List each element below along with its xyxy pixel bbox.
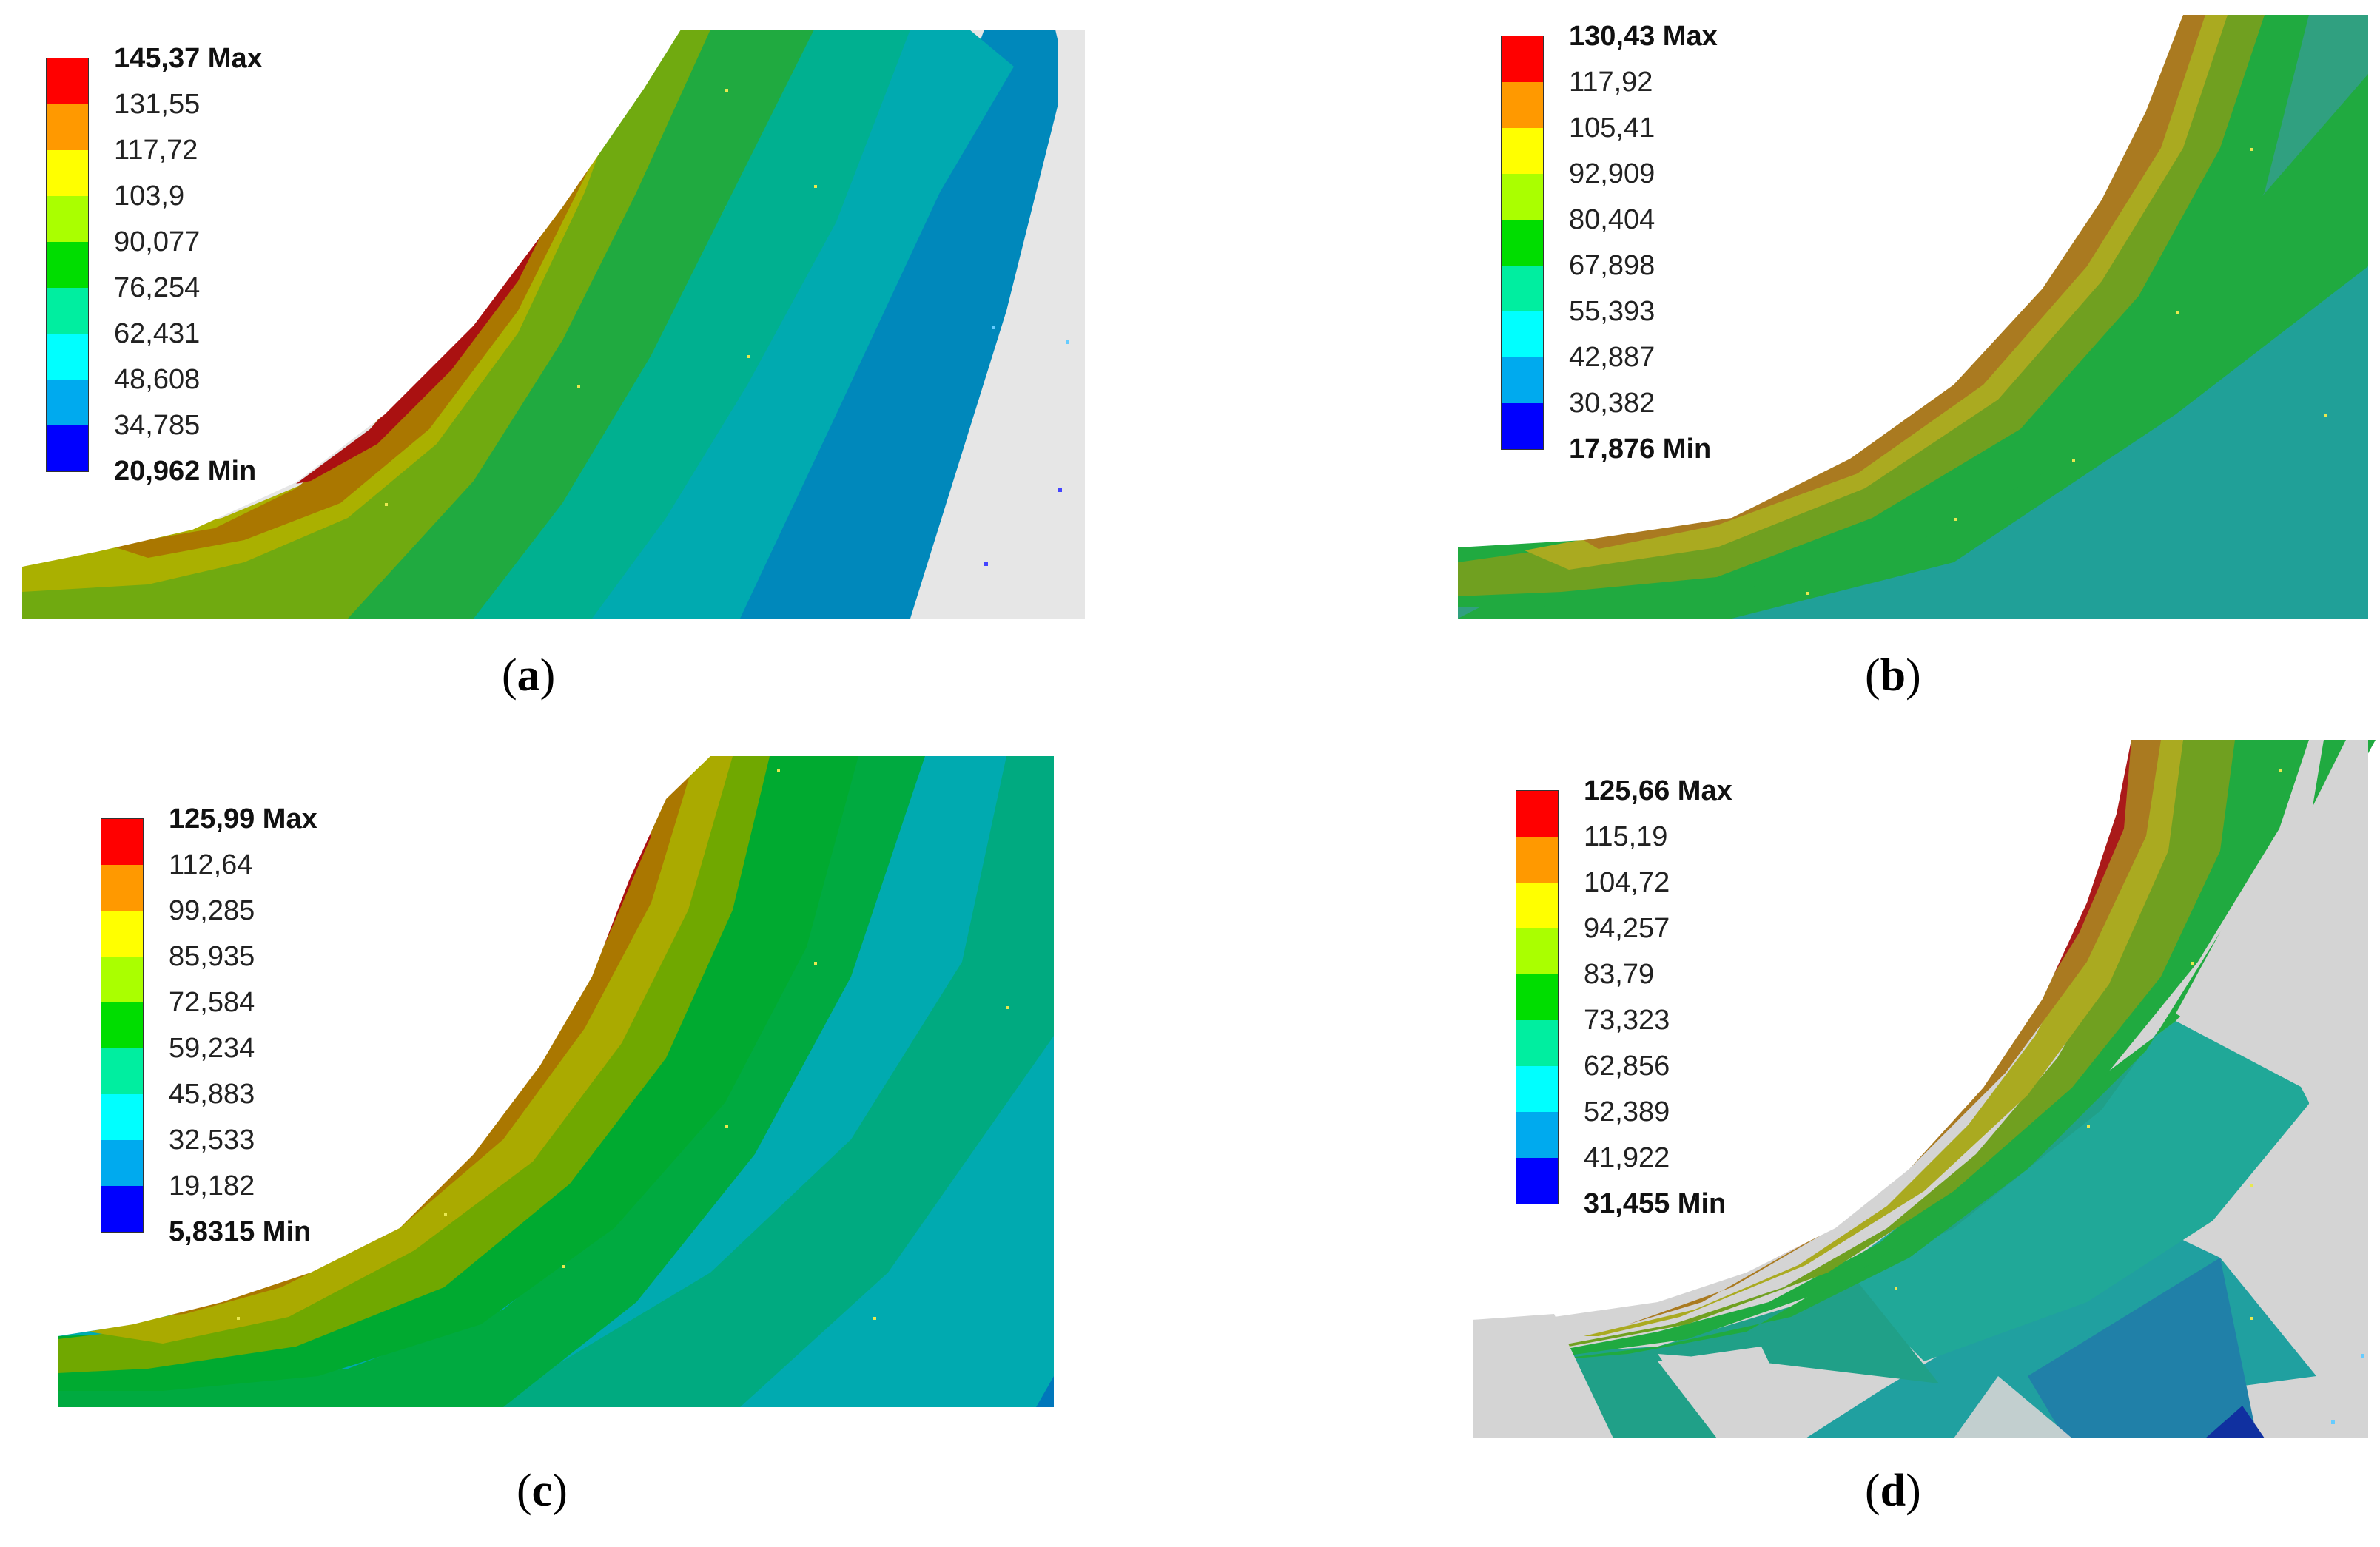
legend-swatch: [1502, 357, 1543, 403]
legend-min-label: 31,455 Min: [1584, 1188, 1727, 1219]
legend-swatch: [1516, 928, 1558, 974]
legend-level-label: 76,254: [114, 272, 201, 303]
legend-level-label: 92,909: [1569, 158, 1655, 189]
panel-d: 125,66 Max 115,19 104,72 94,257 83,79 73,323 6…: [1436, 740, 2380, 1547]
panel-c: 125,99 Max 112,64 99,285 85,935 72,584 59,234…: [0, 740, 1190, 1547]
legend-swatch: [47, 242, 88, 288]
legend-level-label: 48,608: [114, 364, 201, 395]
legend-level-label: 85,935: [169, 941, 255, 972]
panel-a: 145,37 Max 131,55 117,72 103,9 90,077 76,254 6…: [0, 0, 1190, 740]
legend-swatch: [101, 1186, 143, 1232]
legend-level-label: 112,64: [169, 849, 253, 880]
legend-swatch: [47, 380, 88, 425]
legend-swatch: [1516, 791, 1558, 837]
legend-swatch: [1516, 1112, 1558, 1158]
legend-min-label: 20,962 Min: [114, 456, 257, 487]
legend-swatch: [1502, 128, 1543, 174]
legend-level-label: 62,431: [114, 318, 201, 349]
legend-max-label: 125,99 Max: [169, 803, 317, 835]
legend-level-label: 34,785: [114, 410, 201, 441]
legend-min-label: 5,8315 Min: [169, 1216, 312, 1247]
legend-level-label: 32,533: [169, 1125, 255, 1156]
legend-swatch: [101, 1002, 143, 1048]
legend-level-label: 99,285: [169, 895, 255, 926]
legend-swatch: [47, 58, 88, 104]
mesh-nodes-c: [237, 769, 1009, 1320]
legend-level-label: 72,584: [169, 987, 255, 1018]
legend-swatch: [47, 334, 88, 380]
mesh-nodes-b: [1806, 148, 2327, 595]
legend-swatch: [101, 1048, 143, 1094]
legend-swatch: [47, 104, 88, 150]
legend-level-label: 62,856: [1584, 1051, 1670, 1082]
legend-max-label: 130,43 Max: [1569, 21, 1718, 52]
legend-level-label: 80,404: [1569, 204, 1655, 235]
caption-d: (d): [1865, 1466, 1921, 1516]
legend-swatch: [1502, 266, 1543, 311]
legend-level-label: 45,883: [169, 1079, 255, 1110]
legend-level-label: 115,19: [1584, 821, 1668, 852]
legend-level-label: 55,393: [1569, 296, 1655, 327]
legend-swatch: [1516, 1066, 1558, 1112]
legend-swatch: [1502, 220, 1543, 266]
legend-swatch: [1516, 1020, 1558, 1066]
legend-swatch: [47, 150, 88, 196]
legend-swatch: [101, 957, 143, 1002]
legend-level-label: 42,887: [1569, 342, 1655, 373]
legend-swatch: [1502, 36, 1543, 82]
caption-c: (c): [517, 1466, 568, 1516]
legend-level-label: 73,323: [1584, 1005, 1670, 1036]
legend-swatch: [1502, 174, 1543, 220]
panel-b: 130,43 Max 117,92 105,41 92,909 80,404 67,898…: [1436, 0, 2380, 740]
legend-level-label: 94,257: [1584, 913, 1670, 944]
contour-plot-a: [22, 30, 1085, 619]
legend-swatch: [1516, 974, 1558, 1020]
legend-swatch: [47, 196, 88, 242]
legend-swatch: [101, 819, 143, 865]
legend-max-label: 125,66 Max: [1584, 775, 1732, 806]
legend-swatch: [1516, 837, 1558, 883]
legend-swatch: [1502, 311, 1543, 357]
legend-level-label: 19,182: [169, 1170, 255, 1201]
legend-colorbar-d: [1516, 790, 1559, 1204]
legend-swatch: [1502, 82, 1543, 128]
legend-swatch: [1516, 1158, 1558, 1204]
mesh-nodes-d: [1895, 769, 2364, 1424]
contour-plot-d: [1473, 740, 2376, 1438]
legend-level-label: 117,72: [114, 135, 198, 166]
legend-level-label: 105,41: [1569, 112, 1655, 144]
contour-plot-c: [58, 756, 1054, 1407]
legend-colorbar-c: [101, 818, 144, 1233]
legend-level-label: 117,92: [1569, 67, 1653, 98]
legend-swatch: [101, 911, 143, 957]
legend-max-label: 145,37 Max: [114, 43, 263, 74]
legend-level-label: 131,55: [114, 89, 201, 120]
legend-level-label: 30,382: [1569, 388, 1655, 419]
legend-swatch: [101, 1140, 143, 1186]
contour-plot-b: [1458, 15, 2368, 619]
legend-swatch: [101, 1094, 143, 1140]
legend-swatch: [1502, 403, 1543, 449]
legend-swatch: [47, 288, 88, 334]
legend-level-label: 83,79: [1584, 959, 1655, 990]
legend-colorbar-b: [1501, 36, 1544, 450]
legend-colorbar-a: [46, 58, 89, 472]
mesh-nodes-a: [385, 89, 1069, 566]
legend-min-label: 17,876 Min: [1569, 434, 1712, 465]
legend-level-label: 104,72: [1584, 867, 1670, 898]
caption-a: (a): [502, 650, 556, 701]
legend-swatch: [47, 425, 88, 471]
legend-level-label: 103,9: [114, 181, 185, 212]
legend-level-label: 90,077: [114, 226, 201, 257]
legend-level-label: 67,898: [1569, 250, 1655, 281]
legend-swatch: [101, 865, 143, 911]
legend-level-label: 52,389: [1584, 1096, 1670, 1128]
caption-b: (b): [1865, 650, 1921, 701]
legend-swatch: [1516, 883, 1558, 928]
legend-level-label: 59,234: [169, 1033, 255, 1064]
legend-level-label: 41,922: [1584, 1142, 1670, 1173]
